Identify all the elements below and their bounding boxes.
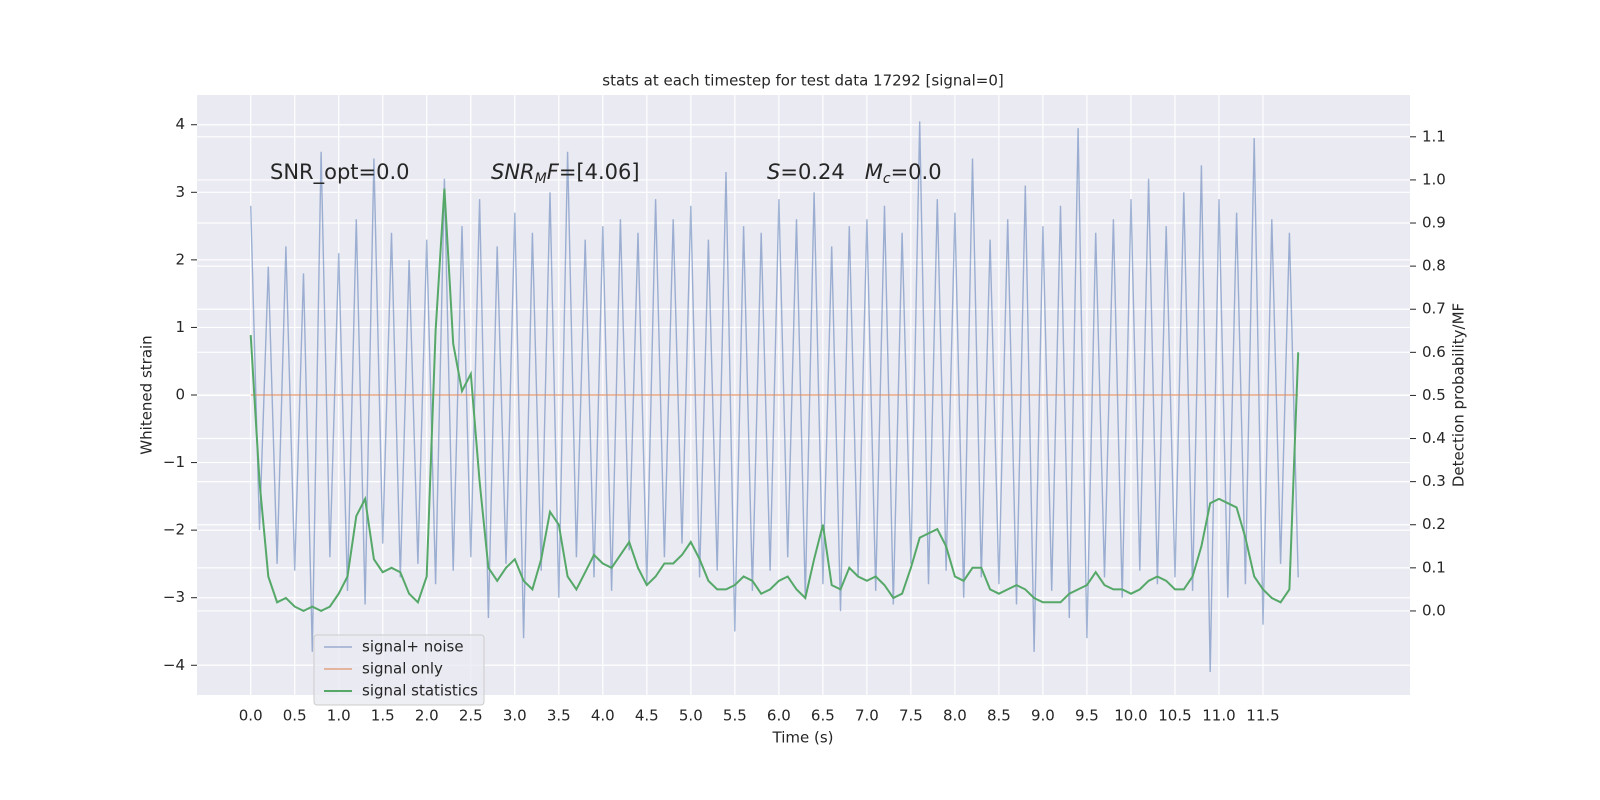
annotation-part: F [547,160,560,184]
x-tick-label: 10.5 [1158,707,1191,725]
x-tick-label: 6.0 [767,707,791,725]
annotation-part: SNR_opt=0.0 [270,160,410,185]
x-tick-label: 1.5 [371,707,395,725]
x-tick-label: 8.0 [943,707,967,725]
annotation-part: S [767,160,780,184]
x-tick-label: 7.5 [899,707,923,725]
y-tick-label: −2 [163,521,185,539]
y-tick-label: 0 [175,386,185,404]
x-tick-label: 0.0 [239,707,263,725]
annotation-part: =0.0 [891,160,942,184]
series-line [249,188,1300,613]
y2-tick-label: 0.1 [1422,558,1446,576]
legend-label: signal+ noise [362,638,464,656]
x-axis-label: Time (s) [772,729,834,747]
annotation: SNR_opt=0.0 [270,160,410,185]
y-tick-label: −3 [163,588,185,606]
y-tick-label: −4 [163,656,185,674]
y2-tick-label: 0.6 [1422,343,1446,361]
x-tick-label: 4.0 [591,707,615,725]
y2-axis-label: Detection probability/MF [1450,303,1468,487]
y2-tick-label: 1.0 [1422,170,1446,188]
x-tick-label: 0.5 [283,707,307,725]
x-tick-label: 6.5 [811,707,835,725]
chart-title: stats at each timestep for test data 172… [602,72,1003,90]
y2-tick-label: 0.7 [1422,300,1446,318]
y-tick-label: 2 [175,250,185,268]
x-tick-label: 2.5 [459,707,483,725]
y2-tick-label: 0.5 [1422,386,1446,404]
annotation-part: M [535,171,547,187]
y2-tick-label: 0.4 [1422,429,1446,447]
x-tick-label: 1.0 [327,707,351,725]
y2-tick-label: 0.8 [1422,257,1446,275]
y-tick-label: −1 [163,453,185,471]
y-tick-label: 1 [175,318,185,336]
legend-label: signal only [362,660,443,678]
y2-tick-label: 0.2 [1422,515,1446,533]
annotation: SNRMF=[4.06] [491,160,640,187]
legend-label: signal statistics [362,682,478,700]
x-tick-label: 8.5 [987,707,1011,725]
x-tick-label: 5.5 [723,707,747,725]
annotation-part: M [865,160,883,184]
series-line [250,121,1299,673]
y2-tick-label: 1.1 [1422,127,1446,145]
annotation-part: =0.24 [780,160,864,184]
y2-tick-label: 0.9 [1422,214,1446,232]
x-tick-label: 7.0 [855,707,879,725]
x-tick-label: 3.0 [503,707,527,725]
annotation-part: =[4.06] [559,160,640,184]
annotation-part: SNR [491,160,535,184]
x-tick-label: 10.0 [1114,707,1147,725]
x-tick-label: 2.0 [415,707,439,725]
x-tick-label: 9.5 [1075,707,1099,725]
legend-box [313,634,485,706]
x-tick-label: 9.0 [1031,707,1055,725]
x-tick-label: 5.0 [679,707,703,725]
annotation: S=0.24 Mc=0.0 [767,160,942,187]
y-tick-label: 4 [175,115,185,133]
x-tick-label: 4.5 [635,707,659,725]
y-axis-label: Whitened strain [138,335,156,454]
y2-tick-label: 0.3 [1422,472,1446,490]
x-tick-label: 3.5 [547,707,571,725]
x-tick-label: 11.0 [1202,707,1235,725]
y2-tick-label: 0.0 [1422,601,1446,619]
y-tick-label: 3 [175,183,185,201]
x-tick-label: 11.5 [1246,707,1279,725]
annotation-part: c [883,171,891,187]
